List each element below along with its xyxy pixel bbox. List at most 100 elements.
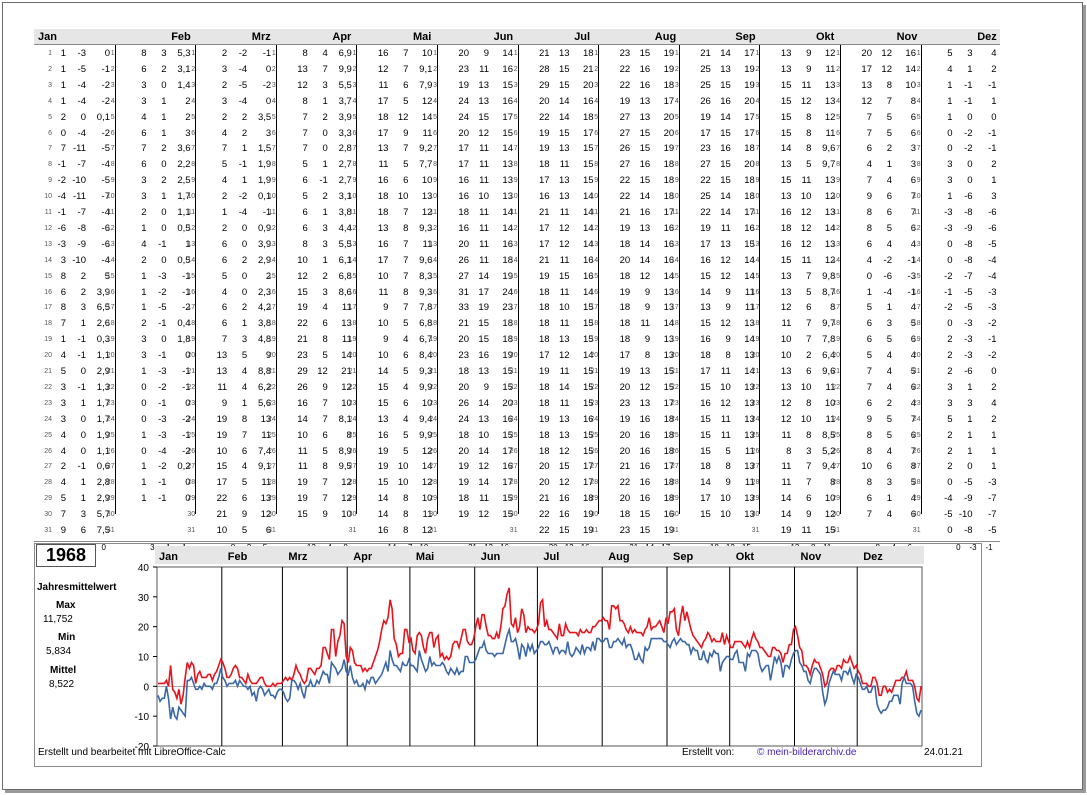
table-cell: 17	[458, 143, 469, 155]
table-cell: 3	[141, 191, 147, 203]
table-cell: 6,1	[338, 254, 352, 266]
table-cell: 2	[947, 461, 953, 473]
day-number: 31	[348, 527, 357, 534]
day-number: 30	[751, 511, 760, 519]
table-cell: 6	[910, 381, 916, 393]
table-cell: 13	[260, 413, 272, 425]
day-number: 2	[674, 65, 679, 73]
day-number: 18	[348, 320, 357, 328]
table-cell: -5	[964, 302, 973, 314]
table-cell: 12	[341, 493, 352, 505]
day-number: 10	[912, 193, 921, 201]
table-cell: 1,9	[257, 159, 272, 171]
table-cell: 18	[539, 159, 550, 171]
table-cell: 11	[479, 175, 489, 187]
table-cell: 10	[397, 477, 409, 489]
day-number: 23	[429, 399, 437, 407]
table-cell: 1	[322, 95, 328, 107]
day-number: 22	[832, 383, 840, 391]
table-cell: -1	[57, 207, 66, 218]
table-cell: 6	[302, 222, 308, 234]
table-cell: 12	[341, 381, 352, 393]
day-number: 15	[429, 272, 437, 280]
table-cell: 7	[60, 143, 66, 155]
table-cell: 9,2	[419, 143, 433, 155]
table-cell: 1	[967, 429, 973, 441]
day-number: 3	[433, 81, 437, 89]
table-cell: 11	[781, 429, 792, 441]
day-number: 10	[671, 193, 679, 201]
table-cell: 16	[700, 334, 711, 346]
table-cell: 15	[502, 366, 513, 377]
table-cell: 8	[725, 461, 731, 473]
day-number: 16	[671, 288, 679, 296]
table-cell: 18	[744, 191, 755, 203]
footer-website-link[interactable]: © mein-bilderarchiv.de	[757, 747, 857, 758]
day-number: 6	[271, 129, 276, 137]
table-cell: 18	[539, 318, 550, 330]
table-cell: 3	[322, 79, 328, 91]
table-cell: 6	[806, 302, 812, 314]
table-cell: 12	[639, 381, 651, 393]
table-cell: 19	[458, 509, 469, 521]
table-cell: 4	[241, 366, 248, 377]
table-cell: 19	[583, 525, 594, 536]
day-number: 2	[594, 65, 599, 73]
table-cell: 8	[403, 286, 409, 298]
day-number: 19	[187, 336, 196, 344]
table-cell: 2	[161, 143, 167, 155]
table-cell: 17	[216, 477, 228, 489]
month-separator	[275, 44, 277, 514]
table-cell: 7	[403, 207, 409, 218]
table-cell: 16	[639, 79, 651, 91]
day-number: 8	[48, 161, 52, 169]
table-cell: 9	[60, 525, 66, 536]
table-cell: 16	[502, 63, 513, 75]
day-number: 17	[509, 304, 518, 312]
table-cell: -6	[964, 366, 973, 377]
table-cell: 6,4	[822, 350, 836, 362]
table-cell: 16	[700, 254, 711, 266]
table-cell: 7	[403, 302, 409, 314]
table-cell: 11	[744, 477, 755, 489]
table-cell: -5	[101, 143, 110, 155]
table-cell: 11	[261, 477, 272, 489]
day-number: 23	[106, 399, 115, 407]
day-number: 20	[187, 352, 196, 360]
table-cell: 18	[619, 238, 631, 250]
month-separator	[195, 44, 197, 514]
table-cell: 1	[991, 95, 997, 107]
table-cell: 13	[824, 79, 836, 91]
table-cell: 4	[60, 429, 66, 441]
day-number: 28	[832, 479, 840, 487]
table-cell: 4	[241, 381, 248, 393]
table-cell: 6	[141, 159, 147, 171]
day-number: 29	[590, 495, 599, 503]
table-cell: 11	[378, 286, 389, 298]
table-cell: 5,3	[177, 48, 191, 59]
table-cell: 2	[947, 366, 953, 377]
table-cell: 13	[780, 159, 792, 171]
table-cell: 19	[619, 222, 631, 234]
table-cell: 0	[241, 270, 248, 282]
table-cell: -10	[958, 509, 973, 521]
table-cell: 7,7	[419, 159, 433, 171]
table-cell: 7,8	[419, 302, 433, 314]
table-cell: 1	[161, 127, 167, 139]
table-cell: 8	[403, 222, 409, 234]
day-number: 27	[44, 463, 52, 471]
month-header-jul: Jul	[574, 31, 591, 43]
day-number: 28	[912, 479, 921, 487]
chart-month-label-feb: Feb	[228, 551, 248, 563]
day-number: 20	[348, 352, 357, 360]
table-cell: 12	[780, 302, 792, 314]
table-cell: -3	[964, 350, 973, 362]
day-number: 9	[48, 177, 52, 185]
table-cell: 19	[216, 429, 228, 441]
table-cell: -1	[77, 381, 86, 393]
table-cell: 18	[619, 334, 631, 346]
table-cell: 14	[824, 222, 836, 234]
table-cell: 1,9	[96, 429, 110, 441]
table-cell: 6,7	[419, 334, 433, 346]
table-cell: 13	[559, 175, 570, 187]
